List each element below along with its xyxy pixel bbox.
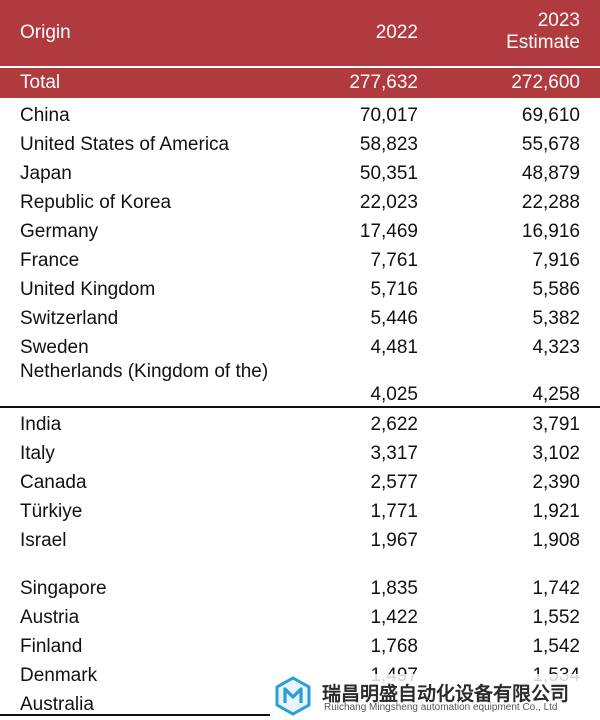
row-2023: 1,542 (532, 636, 580, 657)
table-row: India 2,622 3,791 (0, 410, 600, 439)
row-2023: 4,258 (532, 384, 580, 405)
watermark-company-en: Ruichang Mingsheng automation equipment … (324, 702, 558, 713)
row-2022: 2,622 (370, 414, 418, 435)
table-row: Finland 1,768 1,542 (0, 632, 600, 661)
table-row: Italy 3,317 3,102 (0, 439, 600, 468)
row-2022: 58,823 (359, 134, 418, 155)
row-origin: Republic of Korea (20, 192, 172, 213)
row-2022: 5,716 (370, 279, 418, 300)
table-row: Austria 1,422 1,552 (0, 603, 600, 632)
total-row: Total 277,632 272,600 (0, 68, 600, 98)
table-row: United States of America 58,823 55,678 (0, 130, 600, 159)
row-2023: 3,102 (532, 443, 580, 464)
row-2022: 1,835 (370, 578, 418, 599)
header-origin: Origin (20, 22, 71, 43)
row-origin: Netherlands (Kingdom of the) (20, 361, 269, 382)
row-2022: 2,577 (370, 472, 418, 493)
row-2023: 69,610 (521, 105, 580, 126)
row-origin: Singapore (20, 578, 107, 599)
table-row: Germany 17,469 16,916 (0, 217, 600, 246)
row-2023: 1,921 (532, 501, 580, 522)
row-2023: 4,323 (532, 337, 580, 358)
row-origin: Canada (20, 472, 87, 493)
row-2022: 1,422 (370, 607, 418, 628)
table-row: Canada 2,577 2,390 (0, 468, 600, 497)
table-row: Netherlands (Kingdom of the) 4,025 4,258 (0, 360, 600, 406)
row-origin: France (20, 250, 80, 271)
row-2022: 70,017 (359, 105, 418, 126)
row-2022: 1,768 (370, 636, 418, 657)
table-row: United Kingdom 5,716 5,586 (0, 275, 600, 304)
row-2022: 5,446 (370, 308, 418, 329)
header-2022: 2022 (375, 22, 418, 43)
row-2022: 50,351 (359, 163, 418, 184)
row-2023: 1,742 (532, 578, 580, 599)
row-origin: United States of America (20, 134, 230, 155)
top-ten-divider (0, 406, 600, 408)
header-separator (0, 66, 600, 68)
row-2023: 22,288 (521, 192, 580, 213)
table-row: Australia (0, 690, 600, 719)
row-origin: India (20, 414, 62, 435)
table-row: Singapore 1,835 1,742 (0, 574, 600, 603)
row-2023: 55,678 (521, 134, 580, 155)
row-origin: China (20, 105, 70, 126)
row-2023: 2,390 (532, 472, 580, 493)
row-origin: Switzerland (20, 308, 119, 329)
row-origin: United Kingdom (20, 279, 156, 300)
row-2022: 1,771 (370, 501, 418, 522)
bottom-rule (0, 714, 270, 716)
company-logo-icon (275, 676, 311, 716)
row-2023: 5,586 (532, 279, 580, 300)
row-origin: Italy (20, 443, 55, 464)
table-row: Israel 1,967 1,908 (0, 526, 600, 555)
row-origin: Australia (20, 694, 94, 715)
row-2023: 5,382 (532, 308, 580, 329)
row-2023: 7,916 (532, 250, 580, 271)
row-2022: 1,967 (370, 530, 418, 551)
row-2022: 7,761 (370, 250, 418, 271)
row-origin: Germany (20, 221, 99, 242)
row-origin: Denmark (20, 665, 98, 686)
watermark-panel (272, 674, 600, 720)
row-origin: Austria (20, 607, 80, 628)
row-2023: 16,916 (521, 221, 580, 242)
row-origin: Finland (20, 636, 83, 657)
row-origin: Israel (20, 530, 67, 551)
row-2022: 3,317 (370, 443, 418, 464)
table-row: Republic of Korea 22,023 22,288 (0, 188, 600, 217)
row-2023: 1,552 (532, 607, 580, 628)
row-2022: 4,481 (370, 337, 418, 358)
total-2023: 272,600 (511, 72, 580, 93)
table-row: Japan 50,351 48,879 (0, 159, 600, 188)
header-2023-estimate: 2023 Estimate (506, 10, 580, 53)
total-label: Total (20, 72, 61, 93)
row-2022: 4,025 (370, 384, 418, 405)
table-row: France 7,761 7,916 (0, 246, 600, 275)
watermark-company-cn: 瑞昌明盛自动化设备有限公司 (322, 683, 570, 705)
row-2023: 48,879 (521, 163, 580, 184)
table-row: Türkiye 1,771 1,921 (0, 497, 600, 526)
total-2022: 277,632 (349, 72, 418, 93)
row-2022: 22,023 (359, 192, 418, 213)
row-origin: Japan (20, 163, 72, 184)
table-header: Origin 2022 2023 Estimate (0, 0, 600, 66)
table-row: Sweden 4,481 4,323 (0, 333, 600, 362)
row-2023: 3,791 (532, 414, 580, 435)
row-origin: Sweden (20, 337, 89, 358)
row-2022: 17,469 (359, 221, 418, 242)
table-row: Switzerland 5,446 5,382 (0, 304, 600, 333)
row-origin: Türkiye (20, 501, 83, 522)
row-2023: 1,908 (532, 530, 580, 551)
table-row: China 70,017 69,610 (0, 101, 600, 130)
